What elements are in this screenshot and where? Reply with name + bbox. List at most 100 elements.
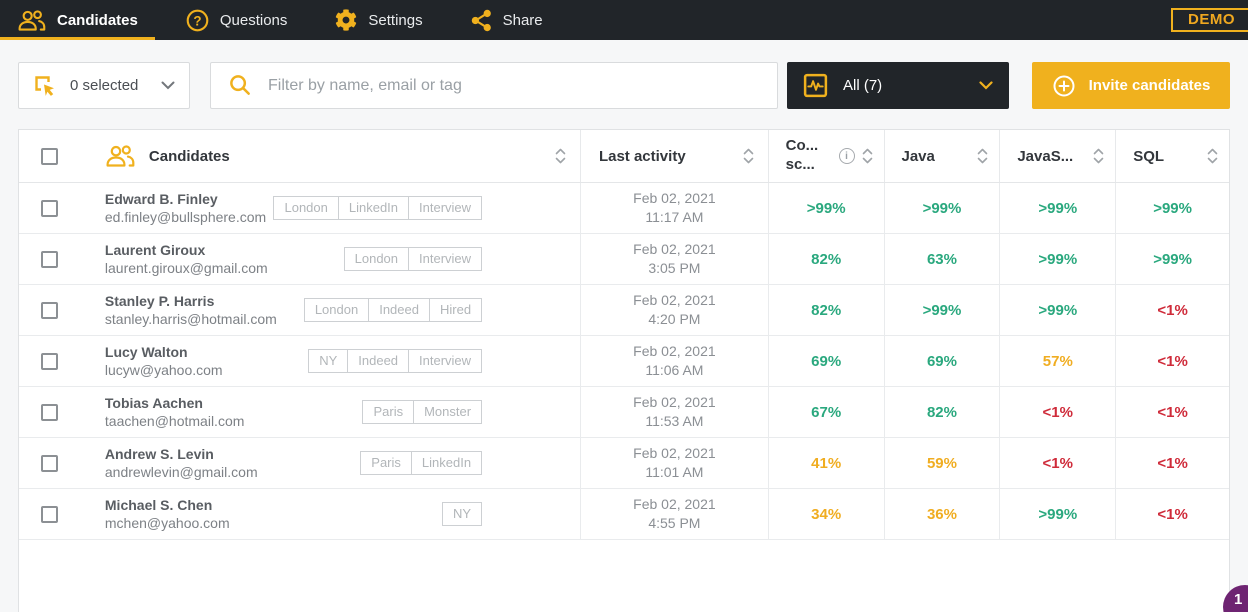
candidate-name: Lucy Walton [104,343,188,360]
selected-dropdown[interactable]: 0 selected [18,62,190,109]
last-activity-cell: Feb 02, 2021 11:53 AM [580,387,768,437]
column-header-candidates[interactable]: Candidates [81,130,580,182]
candidate-identity: Edward B. Finley ed.finley@bullsphere.com [105,190,266,226]
column-header-javascript[interactable]: JavaS... [999,130,1115,182]
tag-chip: Indeed [368,298,430,322]
row-checkbox-cell [19,285,81,335]
candidate-tags: NY [442,502,483,526]
column-header-coding-score[interactable]: Co... sc... i [767,130,884,182]
tag-chip: Interview [408,196,483,220]
score-value: >99% [1153,199,1192,217]
column-header-java[interactable]: Java [883,130,1000,182]
score-value: >99% [1038,505,1078,523]
row-checkbox[interactable] [41,454,59,472]
score-value: 36% [926,505,957,523]
filter-dropdown[interactable]: All (7) [787,62,1009,109]
nav-item-settings[interactable]: Settings [318,0,439,40]
candidate-email: ed.finley@bullsphere.com [104,209,267,225]
sort-icon[interactable] [1093,148,1104,164]
table-row[interactable]: Michael S. Chen mchen@yahoo.com NY Feb 02, … [19,489,1229,540]
select-all-checkbox[interactable] [41,147,59,165]
table-row[interactable]: Edward B. Finley ed.finley@bullsphere.com… [19,183,1229,234]
score-value: 34% [811,505,842,523]
score-value: 82% [926,403,957,421]
info-icon[interactable]: i [838,148,855,164]
sort-icon[interactable] [862,148,873,164]
candidate-tags: London LinkedIn Interview [273,196,483,220]
score-value: 82% [811,250,842,268]
row-checkbox[interactable] [41,250,59,268]
score-value: >99% [1153,250,1192,268]
search-input[interactable] [268,76,760,95]
invite-button-label: Invite candidates [1088,77,1211,94]
candidate-identity: Lucy Walton lucyw@yahoo.com [105,343,223,379]
score-cell: >99% [999,489,1115,539]
people-icon [17,9,46,32]
column-label: Last activity [598,147,686,165]
column-label: Candidates [148,147,230,165]
svg-text:?: ? [193,13,201,28]
row-checkbox[interactable] [41,403,59,421]
row-checkbox-cell [19,438,81,488]
sort-icon[interactable] [1207,148,1218,164]
tag-chip: Hired [428,298,483,322]
score-cell: 82% [883,387,1000,437]
score-value: 41% [811,454,842,472]
score-cell: 41% [767,438,884,488]
row-checkbox[interactable] [41,301,59,319]
candidates-table: Candidates Last activity Co... sc... i [18,129,1230,612]
tag-chip: NY [442,502,483,526]
row-checkbox[interactable] [41,199,59,217]
question-icon: ? [186,9,209,32]
table-row[interactable]: Lucy Walton lucyw@yahoo.com NY Indeed Interv… [19,336,1229,387]
last-activity-text: Feb 02, 2021 4:55 PM [633,495,716,533]
candidate-cell[interactable]: Stanley P. Harris stanley.harris@hotmail.… [81,285,580,335]
row-checkbox-cell [19,234,81,284]
table-row[interactable]: Laurent Giroux laurent.giroux@gmail.com Lo… [19,234,1229,285]
row-checkbox[interactable] [41,352,59,370]
nav-item-share[interactable]: Share [454,0,560,40]
last-activity-cell: Feb 02, 2021 4:20 PM [580,285,768,335]
score-value: <1% [1157,352,1188,370]
last-activity-cell: Feb 02, 2021 11:06 AM [580,336,768,386]
candidate-cell[interactable]: Edward B. Finley ed.finley@bullsphere.com… [81,183,580,233]
pagination-page-button[interactable]: 1 [1223,585,1248,612]
table-row[interactable]: Tobias Aachen taachen@hotmail.com Paris Mon… [19,387,1229,438]
column-label: JavaS... [1017,147,1074,165]
score-value: >99% [1038,301,1078,319]
score-cell: 57% [999,336,1115,386]
sort-icon[interactable] [743,148,754,164]
search-icon [228,73,253,98]
candidate-cell[interactable]: Lucy Walton lucyw@yahoo.com NY Indeed Interv… [81,336,580,386]
filter-label: All (7) [843,77,883,94]
people-icon [105,144,135,168]
activity-date: Feb 02, 2021 [633,292,716,309]
table-row[interactable]: Stanley P. Harris stanley.harris@hotmail.… [19,285,1229,336]
activity-date: Feb 02, 2021 [633,394,716,411]
candidate-identity: Michael S. Chen mchen@yahoo.com [105,496,230,532]
invite-candidates-button[interactable]: Invite candidates [1032,62,1230,109]
top-nav: Candidates ? Questions Settings [0,0,1248,40]
candidate-cell[interactable]: Andrew S. Levin andrewlevin@gmail.com Pari… [81,438,580,488]
nav-item-candidates[interactable]: Candidates [0,0,155,40]
select-all-cell [19,130,81,182]
candidate-name: Tobias Aachen [104,394,203,411]
tag-chip: Paris [360,451,412,475]
activity-time: 11:53 AM [645,413,704,429]
chevron-down-icon [979,81,993,90]
sort-icon[interactable] [555,148,566,164]
nav-item-questions[interactable]: ? Questions [169,0,305,40]
last-activity-cell: Feb 02, 2021 11:17 AM [580,183,768,233]
candidate-cell[interactable]: Laurent Giroux laurent.giroux@gmail.com Lo… [81,234,580,284]
last-activity-cell: Feb 02, 2021 3:05 PM [580,234,768,284]
candidate-cell[interactable]: Michael S. Chen mchen@yahoo.com NY [81,489,580,539]
candidate-cell[interactable]: Tobias Aachen taachen@hotmail.com Paris Mon… [81,387,580,437]
score-cell: >99% [999,183,1115,233]
sort-icon[interactable] [977,148,988,164]
candidate-email: mchen@yahoo.com [104,515,230,531]
column-header-last-activity[interactable]: Last activity [579,130,768,182]
row-checkbox[interactable] [41,505,59,523]
table-row[interactable]: Andrew S. Levin andrewlevin@gmail.com Pari… [19,438,1229,489]
activity-time: 11:06 AM [645,362,704,378]
column-header-sql[interactable]: SQL [1115,130,1229,182]
